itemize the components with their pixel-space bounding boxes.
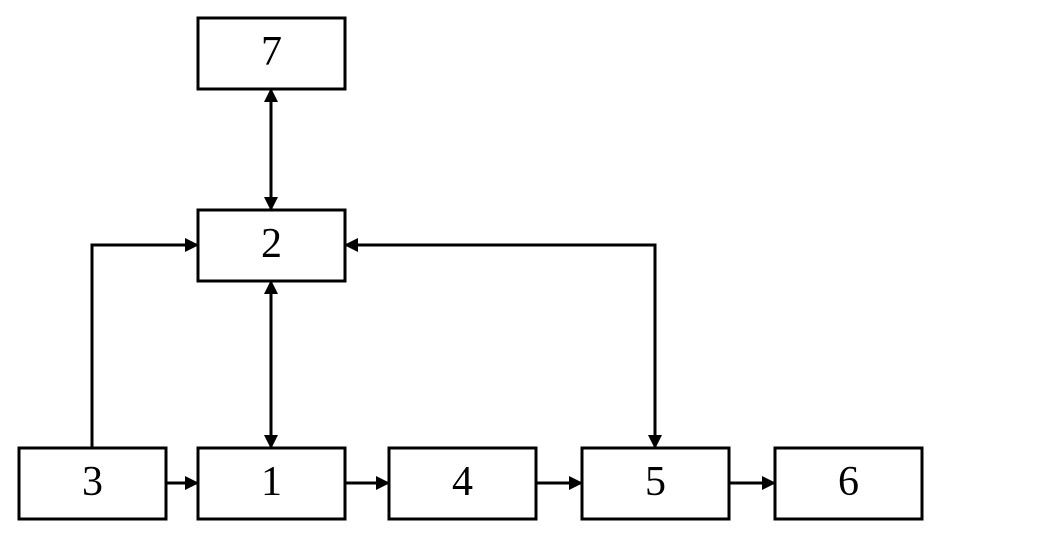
node-n5-label: 5	[645, 459, 666, 505]
node-n7-label: 7	[261, 29, 282, 75]
node-n3: 3	[19, 448, 166, 519]
node-n5: 5	[582, 448, 729, 519]
node-n3-label: 3	[82, 459, 103, 505]
node-n1: 1	[198, 448, 345, 519]
node-n7: 7	[198, 18, 345, 89]
node-n2-label: 2	[261, 221, 282, 267]
node-n4-label: 4	[452, 459, 473, 505]
edge-n2-n5	[345, 245, 655, 448]
node-n4: 4	[389, 448, 536, 519]
edge-n3-n2	[92, 245, 198, 448]
edges-group	[92, 89, 775, 483]
node-n6: 6	[775, 448, 922, 519]
node-n1-label: 1	[261, 459, 282, 505]
nodes-group: 1 2 3 4 5 6 7	[19, 18, 922, 519]
node-n6-label: 6	[838, 459, 859, 505]
flowchart-diagram: 1 2 3 4 5 6 7	[0, 0, 1056, 552]
node-n2: 2	[198, 210, 345, 281]
